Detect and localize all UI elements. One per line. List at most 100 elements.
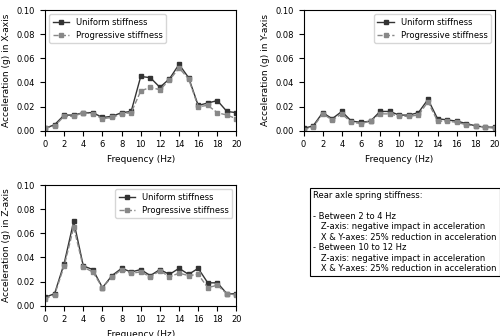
Progressive stiffness — [176, 66, 182, 70]
Uniform stiffness — [148, 76, 154, 80]
Uniform stiffness — [118, 266, 124, 270]
Uniform stiffness — [109, 114, 115, 118]
Uniform stiffness — [166, 77, 172, 81]
Y-axis label: Acceleration (g) in X-axis: Acceleration (g) in X-axis — [2, 14, 11, 127]
Uniform stiffness — [377, 110, 383, 114]
Uniform stiffness — [444, 118, 450, 122]
Progressive stiffness — [195, 104, 201, 109]
Uniform stiffness — [109, 274, 115, 278]
Progressive stiffness — [128, 111, 134, 115]
Progressive stiffness — [61, 114, 67, 118]
Progressive stiffness — [109, 116, 115, 120]
Uniform stiffness — [128, 110, 134, 114]
Progressive stiffness — [70, 114, 76, 118]
Uniform stiffness — [90, 267, 96, 271]
Uniform stiffness — [138, 267, 143, 271]
Text: Rear axle spring stiffness:

- Between 2 to 4 Hz
   Z-axis: negative impact in a: Rear axle spring stiffness: - Between 2 … — [313, 191, 496, 273]
Uniform stiffness — [52, 123, 58, 127]
Progressive stiffness — [205, 103, 211, 108]
Progressive stiffness — [157, 88, 163, 92]
Progressive stiffness — [454, 120, 460, 124]
Uniform stiffness — [329, 117, 335, 121]
Uniform stiffness — [386, 110, 392, 114]
Uniform stiffness — [90, 111, 96, 115]
Uniform stiffness — [224, 292, 230, 296]
Progressive stiffness — [464, 123, 469, 127]
Progressive stiffness — [434, 119, 440, 123]
Line: Progressive stiffness: Progressive stiffness — [43, 225, 238, 301]
Progressive stiffness — [52, 293, 58, 297]
X-axis label: Frequency (Hz): Frequency (Hz) — [106, 330, 175, 336]
Y-axis label: Acceleration (g) in Z-axis: Acceleration (g) in Z-axis — [2, 188, 11, 302]
Progressive stiffness — [70, 225, 76, 229]
Progressive stiffness — [377, 112, 383, 116]
Progressive stiffness — [406, 114, 412, 118]
Uniform stiffness — [70, 113, 76, 117]
Progressive stiffness — [473, 124, 479, 128]
Uniform stiffness — [214, 281, 220, 285]
Progressive stiffness — [214, 283, 220, 287]
Uniform stiffness — [396, 113, 402, 117]
Uniform stiffness — [473, 124, 479, 128]
Progressive stiffness — [214, 111, 220, 115]
Uniform stiffness — [80, 264, 86, 268]
Progressive stiffness — [234, 117, 239, 121]
Progressive stiffness — [128, 271, 134, 275]
Uniform stiffness — [138, 75, 143, 79]
Progressive stiffness — [138, 270, 143, 274]
Y-axis label: Acceleration (g) in Y-axis: Acceleration (g) in Y-axis — [260, 14, 270, 126]
Progressive stiffness — [329, 118, 335, 122]
Progressive stiffness — [109, 275, 115, 279]
Uniform stiffness — [482, 125, 488, 129]
Progressive stiffness — [425, 100, 431, 104]
Progressive stiffness — [310, 125, 316, 129]
Uniform stiffness — [310, 124, 316, 128]
Uniform stiffness — [464, 122, 469, 126]
Uniform stiffness — [320, 111, 326, 115]
Uniform stiffness — [42, 295, 48, 299]
Uniform stiffness — [234, 292, 239, 296]
Progressive stiffness — [138, 89, 143, 93]
Uniform stiffness — [61, 261, 67, 265]
Uniform stiffness — [492, 125, 498, 129]
Progressive stiffness — [80, 265, 86, 269]
Progressive stiffness — [195, 272, 201, 277]
Uniform stiffness — [148, 274, 154, 278]
Line: Uniform stiffness: Uniform stiffness — [43, 62, 238, 130]
Progressive stiffness — [176, 271, 182, 275]
Progressive stiffness — [148, 275, 154, 279]
Uniform stiffness — [205, 281, 211, 285]
Progressive stiffness — [157, 269, 163, 273]
Uniform stiffness — [61, 113, 67, 117]
Progressive stiffness — [148, 85, 154, 89]
Uniform stiffness — [186, 76, 192, 80]
Uniform stiffness — [368, 119, 374, 123]
Progressive stiffness — [482, 125, 488, 129]
Progressive stiffness — [80, 111, 86, 115]
Uniform stiffness — [166, 272, 172, 277]
Progressive stiffness — [444, 119, 450, 123]
Uniform stiffness — [214, 98, 220, 102]
Uniform stiffness — [195, 103, 201, 108]
Progressive stiffness — [186, 77, 192, 81]
Uniform stiffness — [358, 120, 364, 124]
Line: Progressive stiffness: Progressive stiffness — [43, 66, 238, 130]
Progressive stiffness — [166, 78, 172, 82]
Line: Uniform stiffness: Uniform stiffness — [43, 219, 238, 299]
Uniform stiffness — [205, 101, 211, 105]
Uniform stiffness — [100, 286, 105, 290]
Uniform stiffness — [42, 126, 48, 130]
Progressive stiffness — [118, 112, 124, 116]
Progressive stiffness — [386, 112, 392, 116]
Uniform stiffness — [348, 119, 354, 123]
Uniform stiffness — [128, 270, 134, 274]
Progressive stiffness — [320, 112, 326, 116]
Progressive stiffness — [358, 122, 364, 126]
Progressive stiffness — [166, 275, 172, 279]
Uniform stiffness — [70, 219, 76, 223]
Progressive stiffness — [205, 286, 211, 290]
Uniform stiffness — [52, 292, 58, 296]
Progressive stiffness — [61, 264, 67, 268]
Uniform stiffness — [80, 111, 86, 115]
Progressive stiffness — [339, 112, 345, 116]
